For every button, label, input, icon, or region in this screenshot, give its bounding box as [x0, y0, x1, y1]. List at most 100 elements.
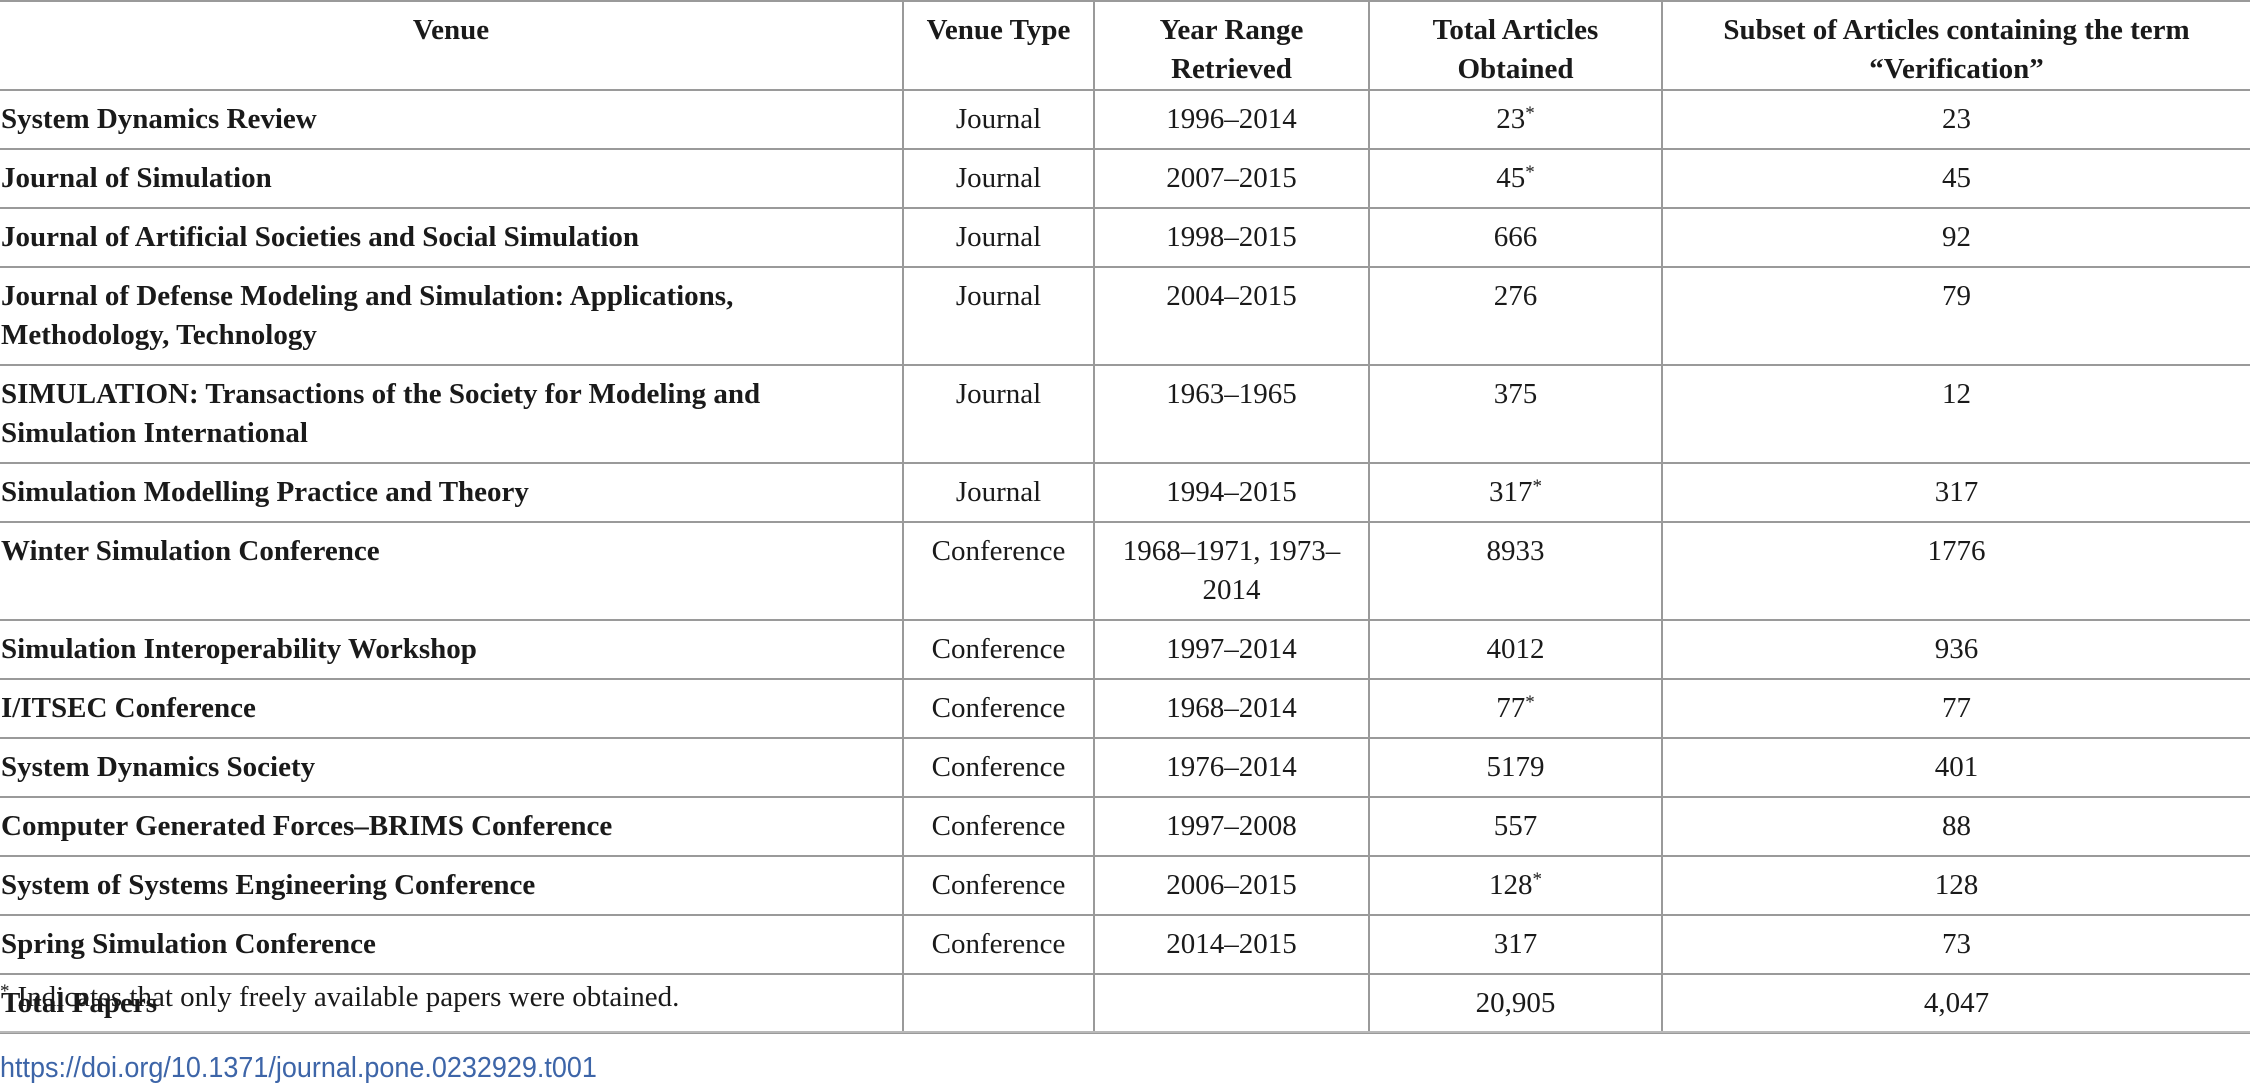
total-articles-cell: 128* — [1368, 855, 1662, 916]
total-articles-cell-text: 317 — [1489, 476, 1533, 508]
year-range-cell: 1998–2015 — [1093, 207, 1369, 268]
total-articles-cell: 5179 — [1368, 737, 1662, 798]
table-row: Spring Simulation Conference Conference 20… — [0, 914, 2250, 975]
venue-cell: Computer Generated Forces–BRIMS Conferen… — [0, 796, 903, 857]
verification-subset-cell-text: 1776 — [1927, 535, 1986, 567]
table-row: Winter Simulation Conference Conference 19… — [0, 521, 2250, 621]
venue-cell: System Dynamics Review — [0, 89, 903, 150]
table-body: System Dynamics Review Journal 1996–2014 23… — [0, 89, 2250, 1034]
year-range-cell-text: 1968–1971, 1973–2014 — [1122, 535, 1341, 606]
year-range-cell-text: 1998–2015 — [1166, 221, 1297, 253]
verification-subset-cell: 12 — [1661, 364, 2250, 464]
total-articles-cell: 276 — [1368, 266, 1662, 366]
header-venue-type: Venue Type — [902, 0, 1094, 91]
venue-cell-text: I/ITSEC Conference — [1, 692, 256, 724]
year-range-cell: 2007–2015 — [1093, 148, 1369, 209]
venue-cell-text: System Dynamics Review — [1, 103, 317, 135]
doi-link[interactable]: https://doi.org/10.1371/journal.pone.023… — [0, 1052, 597, 1084]
venue-type-cell-text: Conference — [931, 692, 1066, 724]
total-articles-cell-text: 5179 — [1486, 751, 1545, 783]
verification-subset-cell-text: 12 — [1942, 378, 1971, 410]
venue-cell-text: SIMULATION: Transactions of the Society … — [1, 378, 761, 449]
venue-cell: Simulation Modelling Practice and Theory — [0, 462, 903, 523]
total-articles-cell: 557 — [1368, 796, 1662, 857]
header-verification-subset: Subset of Articles containing the term “… — [1661, 0, 2250, 91]
venue-cell: SIMULATION: Transactions of the Society … — [0, 364, 903, 464]
venue-type-cell: Journal — [902, 462, 1094, 523]
verification-subset-cell: 79 — [1661, 266, 2250, 366]
venue-type-cell-text: Journal — [955, 162, 1042, 194]
year-range-cell: 1997–2014 — [1093, 619, 1369, 680]
table-row: Journal of Artificial Societies and Soci… — [0, 207, 2250, 268]
venue-cell-text: Journal of Simulation — [1, 162, 272, 194]
footer-divider — [0, 1031, 2250, 1033]
venue-type-cell: Journal — [902, 266, 1094, 366]
verification-subset-cell-text: 79 — [1942, 280, 1971, 312]
venue-cell-text: Winter Simulation Conference — [1, 535, 380, 567]
year-range-cell: 1968–1971, 1973–2014 — [1093, 521, 1369, 621]
venue-cell-text: Simulation Interoperability Workshop — [1, 633, 477, 665]
table-row: I/ITSEC Conference Conference 1968–2014 77*… — [0, 678, 2250, 739]
verification-subset-cell-text: 45 — [1942, 162, 1971, 194]
year-range-cell-text: 1997–2008 — [1166, 810, 1297, 842]
table-row: Simulation Interoperability Workshop Conf… — [0, 619, 2250, 680]
total-articles-cell-text: 4012 — [1486, 633, 1545, 665]
venue-cell-text: Journal of Artificial Societies and Soci… — [1, 221, 640, 253]
venue-type-cell-text: Journal — [955, 280, 1042, 312]
verification-subset-cell: 73 — [1661, 914, 2250, 975]
table-row: SIMULATION: Transactions of the Society … — [0, 364, 2250, 464]
venue-cell-text: System Dynamics Society — [1, 751, 316, 783]
year-range-cell-text: 1994–2015 — [1166, 476, 1297, 508]
venue-type-cell-text: Journal — [955, 221, 1042, 253]
verification-subset-cell-text: 401 — [1934, 751, 1979, 783]
venue-type-cell: Conference — [902, 737, 1094, 798]
total-articles-cell-text: 317 — [1493, 928, 1538, 960]
table-row: System Dynamics Review Journal 1996–2014 23… — [0, 89, 2250, 150]
footnote-text: Indicates that only freely available pap… — [17, 981, 680, 1013]
total-articles-cell-text: 557 — [1493, 810, 1538, 842]
table-row: Simulation Modelling Practice and Theory… — [0, 462, 2250, 523]
venue-cell: Journal of Simulation — [0, 148, 903, 209]
venue-type-cell: Journal — [902, 364, 1094, 464]
verification-subset-cell-text: 92 — [1942, 221, 1971, 253]
venue-cell: I/ITSEC Conference — [0, 678, 903, 739]
verification-subset-cell-text: 77 — [1942, 692, 1971, 724]
header-row: Venue Venue Type Year Range Retrieved To… — [0, 0, 2250, 91]
total-articles-cell: 317* — [1368, 462, 1662, 523]
venue-type-cell: Journal — [902, 89, 1094, 150]
venue-type-cell: Conference — [902, 521, 1094, 621]
verification-subset-cell: 401 — [1661, 737, 2250, 798]
total-articles-cell: 8933 — [1368, 521, 1662, 621]
year-range-cell-text: 1968–2014 — [1166, 692, 1297, 724]
free-papers-marker: * — [1525, 162, 1535, 183]
venue-cell-text: Computer Generated Forces–BRIMS Conferen… — [1, 810, 613, 842]
year-range-cell-text: 1996–2014 — [1166, 103, 1297, 135]
year-range-cell: 2006–2015 — [1093, 855, 1369, 916]
venue-type-cell-text: Conference — [931, 751, 1066, 783]
venue-type-cell: Conference — [902, 914, 1094, 975]
venue-cell: Simulation Interoperability Workshop — [0, 619, 903, 680]
venue-type-cell-text: Conference — [931, 633, 1066, 665]
venue-type-cell: Conference — [902, 678, 1094, 739]
venue-type-cell-text: Journal — [955, 476, 1042, 508]
venue-type-cell: Journal — [902, 148, 1094, 209]
year-range-cell: 1963–1965 — [1093, 364, 1369, 464]
venue-cell-text: Total Papers — [1, 987, 158, 1019]
venues-table: Venue Venue Type Year Range Retrieved To… — [0, 0, 2250, 1034]
table-header: Venue Venue Type Year Range Retrieved To… — [0, 0, 2250, 91]
venue-type-cell-text: Journal — [955, 378, 1042, 410]
header-venue: Venue — [0, 0, 903, 91]
venue-cell-text: Journal of Defense Modeling and Simulati… — [1, 280, 734, 351]
verification-subset-cell: 317 — [1661, 462, 2250, 523]
free-papers-marker: * — [1525, 103, 1535, 124]
year-range-cell-text: 2004–2015 — [1166, 280, 1297, 312]
year-range-cell-text: 2007–2015 — [1166, 162, 1297, 194]
verification-subset-cell: 1776 — [1661, 521, 2250, 621]
header-year-range: Year Range Retrieved — [1093, 0, 1369, 91]
total-articles-cell-text: 8933 — [1486, 535, 1545, 567]
total-articles-cell: 20,905 — [1368, 973, 1662, 1034]
venue-type-cell: Journal — [902, 207, 1094, 268]
footnote-marker: * — [0, 981, 10, 1002]
total-articles-cell: 23* — [1368, 89, 1662, 150]
table-row: Journal of Simulation Journal 2007–2015 45 *… — [0, 148, 2250, 209]
